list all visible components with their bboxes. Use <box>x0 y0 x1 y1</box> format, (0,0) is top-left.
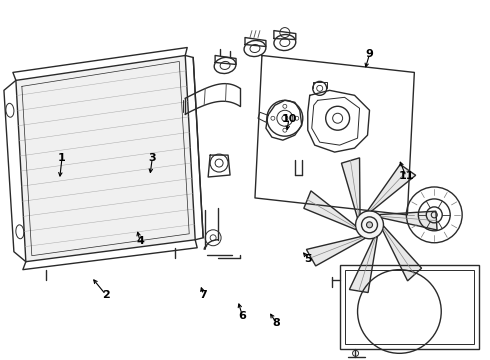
Text: 3: 3 <box>148 153 156 163</box>
Bar <box>340 265 479 349</box>
Polygon shape <box>383 226 421 281</box>
Text: 2: 2 <box>102 290 110 300</box>
Polygon shape <box>379 211 437 230</box>
Text: 1: 1 <box>58 153 66 163</box>
Circle shape <box>356 211 384 239</box>
Polygon shape <box>306 237 366 266</box>
Bar <box>344 270 474 345</box>
Circle shape <box>367 222 372 228</box>
Text: 11: 11 <box>398 171 414 181</box>
Polygon shape <box>368 165 416 211</box>
Polygon shape <box>349 237 377 293</box>
Polygon shape <box>16 55 195 262</box>
Polygon shape <box>342 158 360 218</box>
Text: 8: 8 <box>273 319 281 328</box>
Text: 4: 4 <box>136 236 144 246</box>
Polygon shape <box>304 191 357 230</box>
Text: 7: 7 <box>199 290 207 300</box>
Text: 10: 10 <box>281 114 296 124</box>
Text: 9: 9 <box>366 49 373 59</box>
Text: 6: 6 <box>239 311 246 321</box>
Text: 5: 5 <box>305 254 312 264</box>
